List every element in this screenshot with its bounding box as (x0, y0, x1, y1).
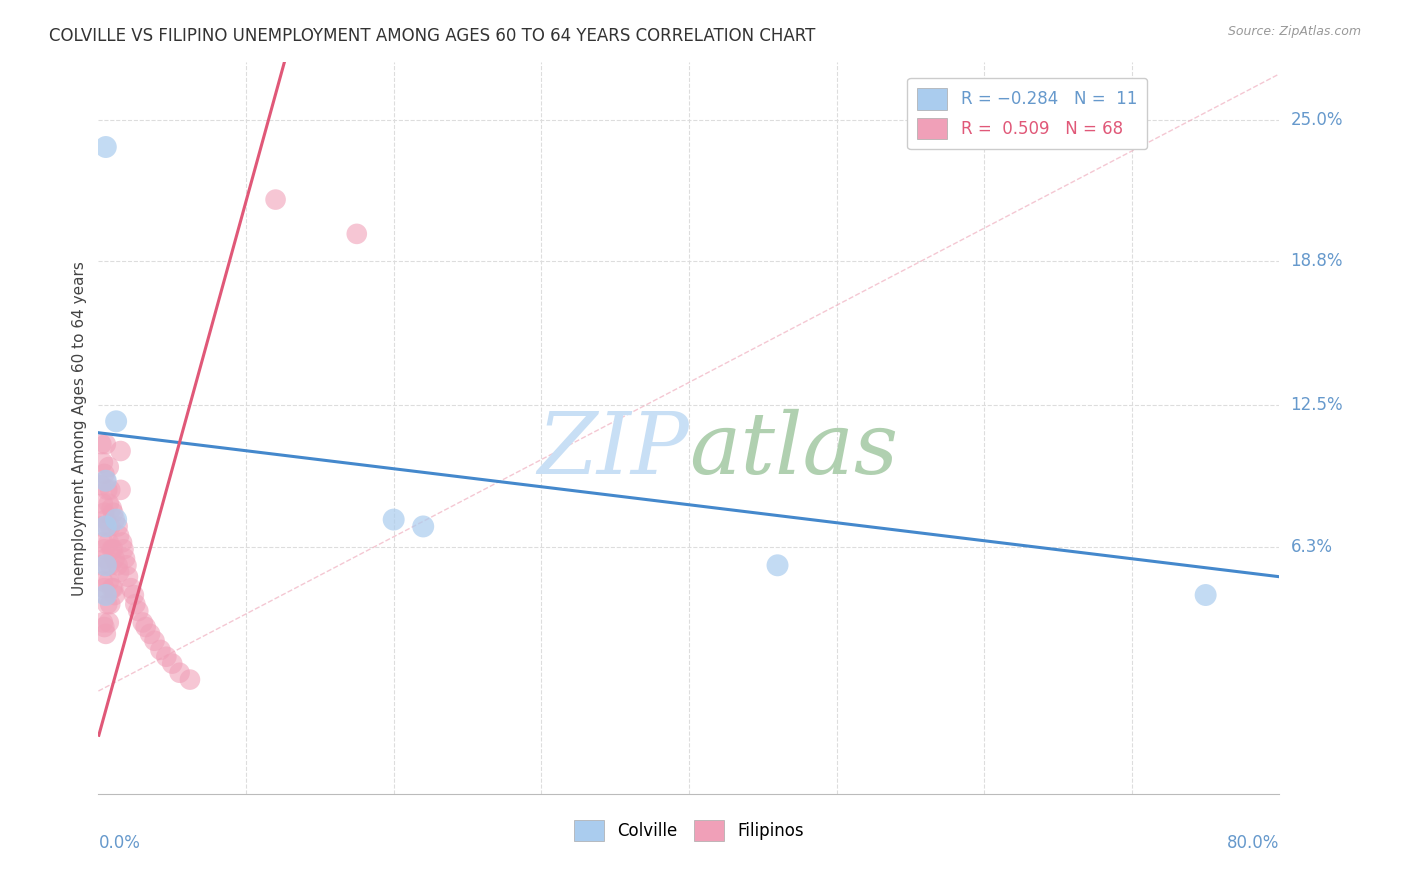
Point (91, 574, 114, 589)
Point (117, 570, 139, 584)
Point (97, 460, 120, 475)
Point (382, 512, 405, 526)
Point (1195, 588, 1218, 602)
Point (108, 528, 131, 542)
Text: 12.5%: 12.5% (1291, 396, 1343, 414)
Y-axis label: Unemployment Among Ages 60 to 64 years: Unemployment Among Ages 60 to 64 years (72, 260, 87, 596)
Point (98, 483, 121, 497)
Text: ZIP: ZIP (537, 409, 689, 491)
Point (94, 558, 117, 573)
Point (104, 512, 127, 526)
Point (96, 558, 118, 573)
Point (97, 497, 120, 511)
Text: COLVILLE VS FILIPINO UNEMPLOYMENT AMONG AGES 60 TO 64 YEARS CORRELATION CHART: COLVILLE VS FILIPINO UNEMPLOYMENT AMONG … (49, 27, 815, 45)
Point (91, 455, 114, 469)
Point (91, 535, 114, 549)
Point (94, 627, 117, 641)
Point (94, 519, 117, 533)
Point (114, 551, 136, 566)
Point (96, 597, 118, 611)
Point (93, 581, 115, 595)
Point (107, 558, 129, 573)
Point (90, 437, 112, 451)
Point (110, 444, 132, 458)
Point (127, 604, 149, 618)
Point (94, 474, 117, 488)
Point (412, 519, 434, 533)
Point (90, 558, 112, 573)
Point (155, 649, 177, 664)
Point (91, 615, 114, 630)
Point (135, 620, 157, 634)
Point (93, 542, 115, 557)
Point (132, 615, 155, 630)
Point (766, 558, 789, 573)
Point (105, 414, 128, 428)
Point (97, 535, 120, 549)
Point (100, 542, 122, 557)
Point (94, 474, 117, 488)
Point (96, 483, 118, 497)
Point (94, 437, 117, 451)
Point (98, 558, 121, 573)
Point (94, 512, 117, 526)
Point (122, 588, 145, 602)
Point (143, 633, 166, 648)
Point (103, 542, 125, 557)
Point (162, 657, 183, 671)
Point (112, 542, 135, 557)
Text: 18.8%: 18.8% (1291, 252, 1343, 270)
Point (100, 581, 122, 595)
Point (97, 615, 120, 630)
Text: 25.0%: 25.0% (1291, 111, 1343, 128)
Point (98, 519, 121, 533)
Point (264, 193, 287, 207)
Point (111, 535, 134, 549)
Point (103, 506, 125, 520)
Point (100, 501, 122, 516)
Point (124, 597, 146, 611)
Point (94, 588, 117, 602)
Point (108, 565, 131, 579)
Point (93, 506, 115, 520)
Point (90, 478, 112, 492)
Point (107, 519, 129, 533)
Point (104, 551, 127, 566)
Point (105, 512, 128, 526)
Text: 80.0%: 80.0% (1227, 834, 1279, 852)
Point (169, 665, 191, 680)
Point (90, 519, 112, 533)
Point (97, 574, 120, 589)
Point (120, 581, 142, 595)
Point (149, 643, 172, 657)
Point (96, 519, 118, 533)
Text: atlas: atlas (689, 409, 898, 491)
Point (93, 620, 115, 634)
Point (91, 497, 114, 511)
Point (179, 673, 201, 687)
Point (94, 140, 117, 154)
Point (94, 588, 117, 602)
Point (110, 483, 132, 497)
Point (94, 551, 117, 566)
Point (98, 597, 121, 611)
Legend: Colville, Filipinos: Colville, Filipinos (567, 813, 811, 847)
Point (93, 467, 115, 481)
Text: Source: ZipAtlas.com: Source: ZipAtlas.com (1227, 25, 1361, 38)
Point (115, 558, 138, 573)
Point (346, 227, 368, 241)
Point (103, 581, 125, 595)
Point (104, 588, 127, 602)
Text: 6.3%: 6.3% (1291, 538, 1333, 556)
Text: 0.0%: 0.0% (98, 834, 141, 852)
Point (139, 627, 162, 641)
